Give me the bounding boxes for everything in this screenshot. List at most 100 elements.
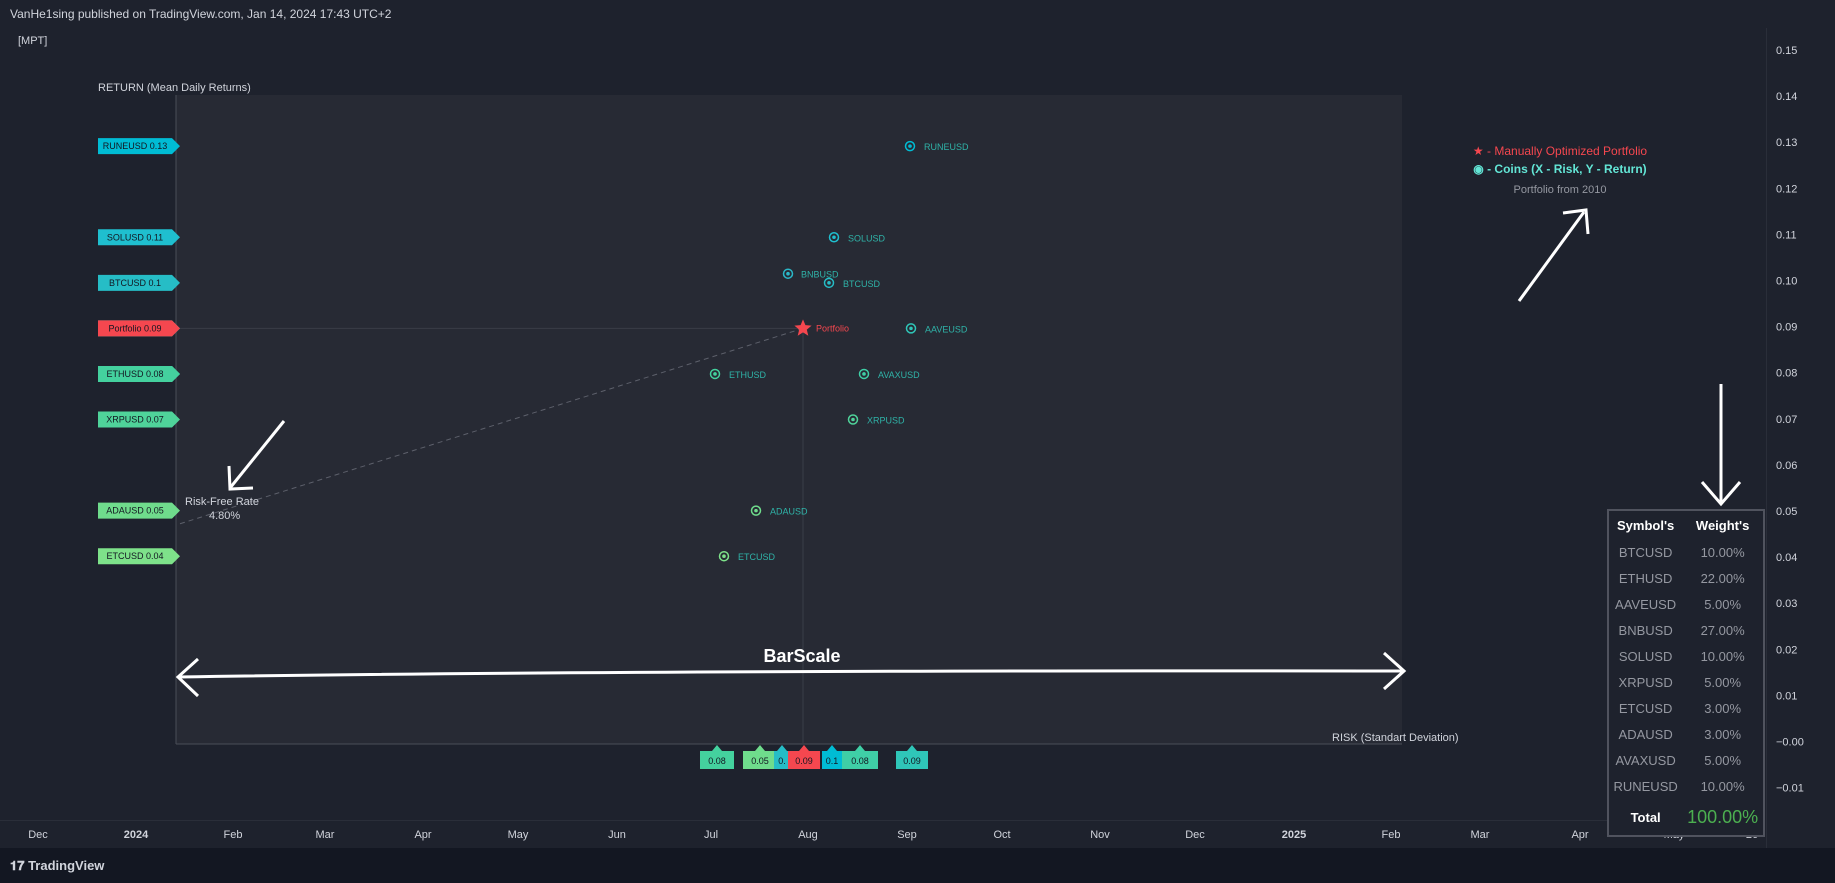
price-tick: 0.02	[1776, 644, 1797, 656]
capital-market-line	[179, 327, 804, 525]
time-tick: 2024	[124, 829, 149, 841]
risk-free-arrow-head	[227, 465, 254, 491]
coin-point-center	[832, 235, 836, 240]
price-tick: 0.10	[1776, 276, 1797, 288]
weights-row: BTCUSD 10.00%	[1609, 539, 1763, 565]
coin-point	[905, 323, 917, 334]
x-axis-tag	[788, 745, 820, 769]
weights-value: 10.00%	[1700, 778, 1745, 794]
y-axis-tag-label: XRPUSD 0.07	[106, 415, 164, 425]
portfolio-star	[794, 319, 812, 336]
y-axis-tag	[98, 411, 180, 428]
barscale-arrow-right	[1382, 651, 1407, 691]
coin-label: ETCUSD	[738, 552, 776, 562]
weights-table: Symbol's Weight's BTCUSD 10.00% ETHUSD 22.0…	[1607, 509, 1765, 837]
price-tick: 0.13	[1776, 137, 1797, 149]
coin-label: AAVEUSD	[925, 324, 968, 334]
x-axis-tag-label: 0.09	[903, 756, 921, 766]
coin-point-center	[862, 372, 866, 376]
coin-point	[718, 550, 730, 562]
weights-symbol: ETHUSD	[1618, 570, 1673, 586]
time-tick: Dec	[28, 829, 48, 841]
time-tick: May	[508, 829, 529, 841]
weights-symbol: RUNEUSD	[1613, 778, 1678, 794]
price-tick: 0.14	[1776, 91, 1797, 103]
weights-symbol: ETCUSD	[1618, 700, 1673, 716]
price-tick: 0.01	[1776, 690, 1797, 702]
x-axis-tag	[743, 745, 777, 769]
y-axis-tag-label: ADAUSD 0.05	[106, 506, 164, 516]
risk-free-value: 4.80%	[209, 510, 240, 522]
time-tick: Feb	[224, 829, 243, 841]
weights-value: 10.00%	[1700, 544, 1745, 560]
coin-point-center	[786, 271, 790, 276]
coin-point-center	[827, 281, 831, 285]
price-tick: −0.01	[1776, 783, 1804, 795]
y-axis-tag	[98, 320, 180, 337]
y-axis-tag	[98, 365, 180, 382]
weights-arrow-head	[1700, 481, 1742, 507]
y-axis-tag-label: BTCUSD 0.1	[109, 278, 161, 288]
coin-point-center	[754, 508, 758, 513]
y-axis-title: RETURN (Mean Daily Returns)	[98, 82, 251, 94]
y-axis-tag-label: RUNEUSD 0.13	[103, 141, 168, 151]
weights-total-row: Total 100.00%	[1609, 799, 1763, 835]
price-tick: 0.09	[1776, 322, 1797, 334]
weights-row: AVAXUSD 5.00%	[1609, 747, 1763, 773]
y-axis-tag-label: ETHUSD 0.08	[106, 369, 163, 379]
indicator-label[interactable]: [MPT]	[18, 35, 48, 47]
weights-row: ETHUSD 22.00%	[1609, 565, 1763, 591]
y-axis-tag-label: ETCUSD 0.04	[106, 551, 163, 561]
total-value: 100.00%	[1687, 806, 1759, 827]
price-tick: 0.11	[1776, 229, 1797, 241]
y-axis-tag-label: SOLUSD 0.11	[107, 232, 163, 242]
time-axis[interactable]	[0, 820, 1765, 849]
time-tick: 2025	[1282, 829, 1306, 841]
time-tick: Mar	[1471, 829, 1490, 841]
coin-label: BNBUSD	[801, 270, 839, 280]
time-tick: Aug	[798, 829, 818, 841]
weights-row: RUNEUSD 10.00%	[1609, 773, 1763, 799]
weights-row: ETCUSD 3.00%	[1609, 695, 1763, 721]
price-tick: 0.06	[1776, 460, 1797, 472]
price-tick: 0.05	[1776, 506, 1797, 518]
y-axis-tag-label: Portfolio 0.09	[108, 323, 161, 333]
legend-coins: ◉ - Coins (X - Risk, Y - Return)	[1473, 162, 1647, 176]
y-axis-tag	[98, 229, 180, 246]
y-axis-tag	[98, 274, 180, 291]
weights-value: 27.00%	[1700, 622, 1745, 638]
x-axis-tag	[896, 745, 928, 769]
coin-point	[858, 368, 870, 380]
x-axis-tag-label: 0.1	[826, 756, 839, 766]
time-tick: Apr	[1571, 829, 1588, 841]
coin-label: XRPUSD	[867, 416, 905, 426]
price-tick: 0.03	[1776, 598, 1797, 610]
total-label: Total	[1630, 809, 1661, 825]
time-tick: Mar	[316, 829, 335, 841]
y-axis-tag	[98, 548, 180, 565]
coin-label: RUNEUSD	[924, 142, 969, 152]
time-tick: Sep	[897, 829, 917, 841]
portfolio-label: Portfolio	[816, 323, 849, 333]
tradingview-logo[interactable]: 𝟏𝟕 TradingView	[10, 858, 104, 874]
time-tick: Apr	[414, 829, 431, 841]
coin-point	[847, 414, 859, 425]
legend-subtitle: Portfolio from 2010	[1513, 184, 1607, 196]
price-tick: −0.00	[1776, 737, 1804, 749]
coin-point-center	[851, 417, 855, 422]
risk-free-label: Risk-Free Rate	[185, 496, 259, 508]
x-axis-tag	[774, 745, 790, 769]
weights-value: 3.00%	[1704, 700, 1742, 716]
price-axis[interactable]	[1766, 28, 1835, 848]
x-axis-tag-label: 0.05	[751, 756, 769, 766]
weights-value: 5.00%	[1704, 752, 1742, 768]
coin-label: AVAXUSD	[878, 370, 920, 380]
y-axis-tag	[98, 502, 180, 519]
coin-point	[750, 505, 762, 516]
price-tick: 0.08	[1776, 368, 1797, 380]
chart-legend: ★ - Manually Optimized Portfolio ◉ - Coi…	[1440, 144, 1680, 196]
price-tick: 0.04	[1776, 552, 1797, 564]
price-tick: 0.15	[1776, 45, 1797, 57]
legend-portfolio: ★ - Manually Optimized Portfolio	[1472, 144, 1648, 158]
risk-free-arrow-line	[228, 420, 286, 489]
